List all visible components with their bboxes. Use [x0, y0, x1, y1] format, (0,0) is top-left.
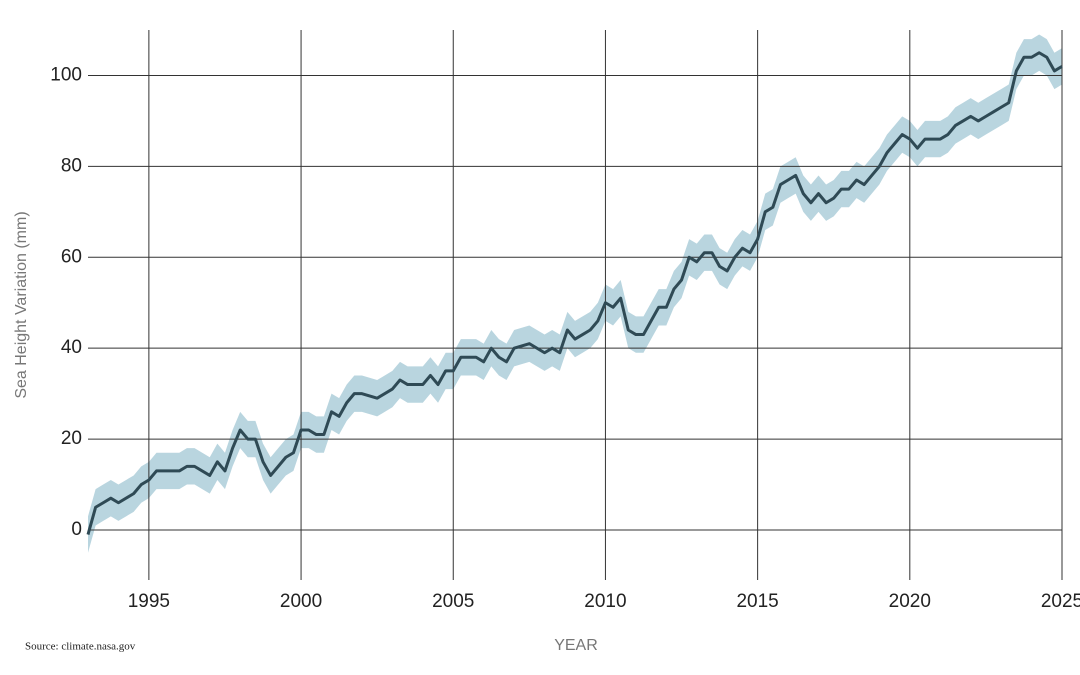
y-tick-label: 20: [61, 428, 82, 449]
data-line: [86, 51, 1063, 535]
y-axis-label: Sea Height Variation (mm): [13, 211, 30, 398]
source-note: Source: climate.nasa.gov: [25, 641, 136, 653]
y-tick-label: 80: [61, 155, 82, 176]
y-tick-label: 0: [71, 519, 82, 540]
x-tick-label: 2000: [280, 591, 322, 612]
x-tick-label: 2025: [1041, 591, 1080, 612]
x-tick-label: 1995: [128, 591, 170, 612]
x-tick-label: 2020: [889, 591, 931, 612]
uncertainty-band: [88, 34, 1062, 553]
y-tick-label: 60: [61, 246, 82, 267]
y-tick-label: 40: [61, 337, 82, 358]
x-tick-label: 2015: [736, 591, 778, 612]
y-tick-label: 100: [50, 64, 82, 85]
x-tick-label: 2005: [432, 591, 474, 612]
x-axis-label: YEAR: [554, 637, 598, 654]
x-tick-label: 2010: [584, 591, 626, 612]
